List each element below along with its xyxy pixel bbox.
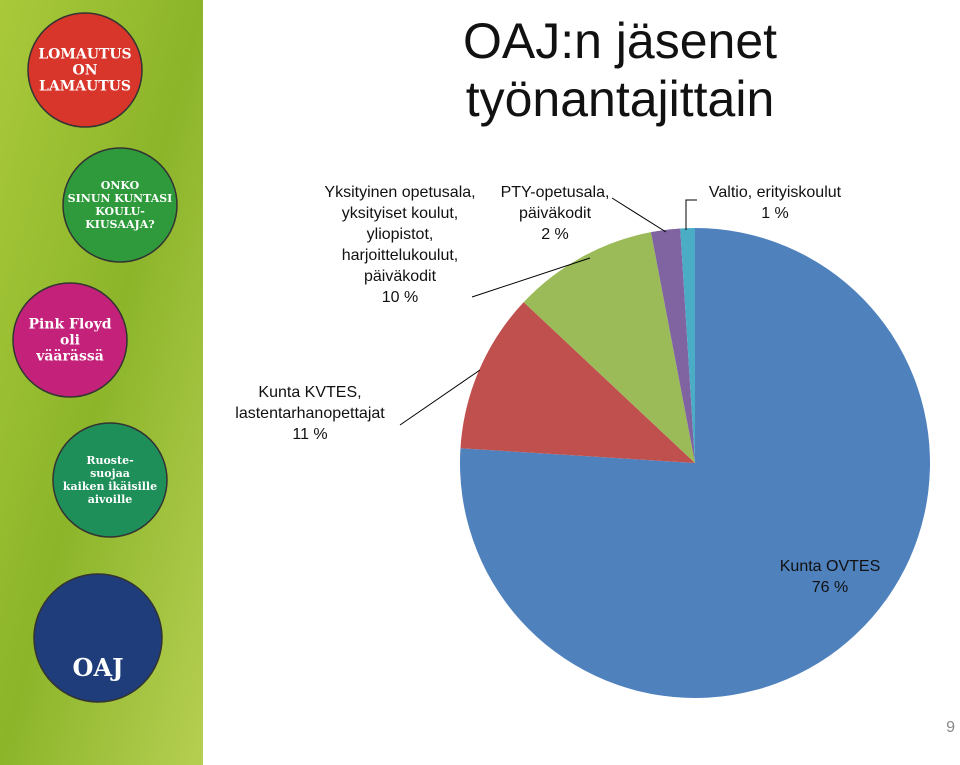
leader-line bbox=[611, 197, 667, 233]
slice-value: 11 % bbox=[292, 426, 328, 443]
slide-number: 9 bbox=[946, 719, 955, 736]
badge-text: Pink Floyd bbox=[28, 317, 111, 333]
slice-label: Valtio, erityiskoulut 1 % bbox=[680, 182, 870, 224]
leader-line bbox=[399, 369, 481, 426]
badge bbox=[52, 422, 168, 538]
badge bbox=[33, 573, 163, 703]
badge-text: SINUN KUNTASI bbox=[68, 192, 173, 205]
slice-name: Valtio, erityiskoulut bbox=[708, 184, 842, 201]
slide-title: OAJ:n jäsenet työnantajittain bbox=[462, 13, 778, 127]
badge-text: LAMAUTUS bbox=[39, 79, 131, 95]
badge-text: KOULU- bbox=[95, 205, 145, 218]
badge bbox=[12, 282, 128, 398]
badge-text: LOMAUTUS bbox=[38, 47, 131, 63]
badge-text: Ruoste- bbox=[86, 454, 133, 467]
badge bbox=[27, 12, 143, 128]
badge-text: aivoille bbox=[88, 493, 133, 506]
badge-text: kaiken ikäisille bbox=[63, 480, 157, 493]
badge-text: KIUSAAJA? bbox=[85, 218, 155, 231]
slice-name: PTY-opetusala, päiväkodit bbox=[500, 184, 610, 222]
slice-label: Kunta OVTES 76 % bbox=[760, 556, 900, 598]
pie-slice bbox=[680, 228, 695, 463]
badge-text: väärässä bbox=[35, 349, 104, 365]
leader-line bbox=[685, 199, 697, 230]
pie-slice bbox=[650, 228, 695, 463]
badge-text: ONKO bbox=[101, 179, 140, 192]
slice-label: PTY-opetusala, päiväkodit 2 % bbox=[480, 182, 630, 245]
slice-name: Kunta OVTES bbox=[779, 558, 881, 575]
badge-text: suojaa bbox=[90, 467, 130, 480]
slice-value: 2 % bbox=[541, 226, 569, 243]
leader-line bbox=[471, 257, 591, 298]
pie-slice bbox=[460, 302, 695, 463]
slice-label: Kunta KVTES, lastentarhanopettajat 11 % bbox=[210, 382, 410, 445]
badge bbox=[62, 147, 178, 263]
slice-name: Kunta KVTES, lastentarhanopettajat bbox=[235, 384, 385, 422]
badge-text: oli bbox=[60, 333, 80, 349]
slice-value: 76 % bbox=[811, 579, 849, 596]
slice-value: 10 % bbox=[381, 289, 419, 306]
badge-text: ON bbox=[73, 63, 98, 79]
slice-label: Yksityinen opetusala, yksityiset koulut,… bbox=[315, 182, 485, 308]
pie-slice bbox=[459, 228, 930, 699]
badge-text: OAJ bbox=[73, 653, 124, 682]
slice-value: 1 % bbox=[761, 205, 789, 222]
pie-slice bbox=[523, 232, 695, 463]
slice-name: Yksityinen opetusala, yksityiset koulut,… bbox=[324, 184, 476, 285]
